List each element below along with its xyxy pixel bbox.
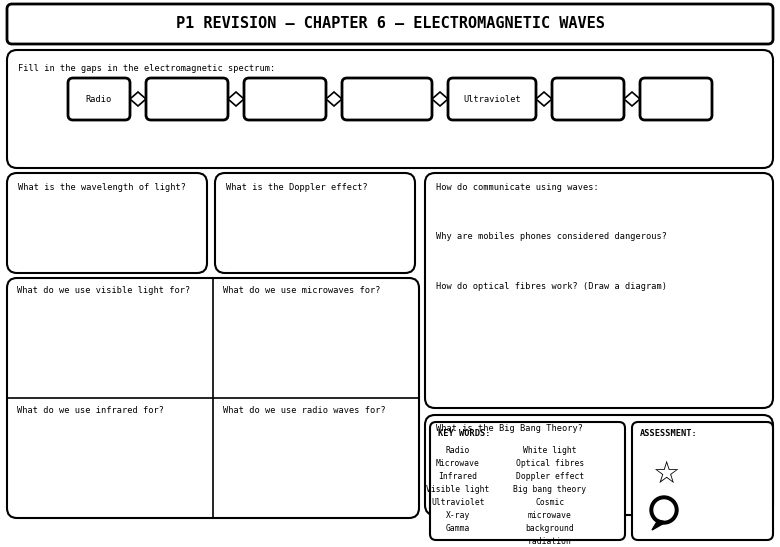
Text: Ultraviolet: Ultraviolet [431,498,485,507]
Polygon shape [652,520,666,530]
Circle shape [650,496,678,524]
Text: ASSESSMENT:: ASSESSMENT: [640,429,698,438]
Polygon shape [624,92,640,106]
FancyBboxPatch shape [68,78,130,120]
FancyBboxPatch shape [640,78,712,120]
FancyBboxPatch shape [7,50,773,168]
FancyBboxPatch shape [7,278,419,518]
Text: Optical fibres: Optical fibres [516,459,584,468]
Text: Microwave: Microwave [436,459,480,468]
Text: X-ray: X-ray [446,511,470,520]
Text: What is the Doppler effect?: What is the Doppler effect? [226,183,367,192]
Polygon shape [130,92,146,106]
FancyBboxPatch shape [632,422,773,540]
Text: Radio: Radio [446,446,470,455]
Text: What do we use microwaves for?: What do we use microwaves for? [223,286,381,295]
Text: What do we use radio waves for?: What do we use radio waves for? [223,406,386,415]
FancyBboxPatch shape [342,78,432,120]
Text: How do communicate using waves:: How do communicate using waves: [436,183,599,192]
Text: What is the Big Bang Theory?: What is the Big Bang Theory? [436,424,583,433]
FancyBboxPatch shape [244,78,326,120]
Text: Big bang theory: Big bang theory [513,485,587,494]
Text: Visible light: Visible light [427,485,490,494]
FancyBboxPatch shape [146,78,228,120]
Text: Radio: Radio [86,95,112,103]
FancyBboxPatch shape [552,78,624,120]
Circle shape [654,500,674,520]
FancyBboxPatch shape [425,415,773,515]
Text: background: background [526,524,574,533]
Text: Gamma: Gamma [446,524,470,533]
Text: Cosmic: Cosmic [535,498,565,507]
Text: Fill in the gaps in the electromagnetic spectrum:: Fill in the gaps in the electromagnetic … [18,64,275,73]
Text: What do we use visible light for?: What do we use visible light for? [17,286,190,295]
Text: Ultraviolet: Ultraviolet [463,95,521,103]
FancyBboxPatch shape [7,173,207,273]
FancyBboxPatch shape [425,173,773,408]
Text: microwave: microwave [528,511,572,520]
Text: Doppler effect: Doppler effect [516,472,584,481]
Text: Infrared: Infrared [438,472,477,481]
Text: P1 REVISION – CHAPTER 6 – ELECTROMAGNETIC WAVES: P1 REVISION – CHAPTER 6 – ELECTROMAGNETI… [176,16,604,32]
FancyBboxPatch shape [448,78,536,120]
Text: How do optical fibres work? (Draw a diagram): How do optical fibres work? (Draw a diag… [436,282,667,291]
FancyBboxPatch shape [215,173,415,273]
Text: radiation: radiation [528,537,572,546]
Text: What is the wavelength of light?: What is the wavelength of light? [18,183,186,192]
Polygon shape [326,92,342,106]
Text: KEY WORDS:: KEY WORDS: [438,429,491,438]
Polygon shape [536,92,552,106]
Text: Why are mobiles phones considered dangerous?: Why are mobiles phones considered danger… [436,232,667,241]
Polygon shape [432,92,448,106]
Text: White light: White light [523,446,577,455]
FancyBboxPatch shape [7,4,773,44]
Circle shape [656,502,672,518]
Text: What do we use infrared for?: What do we use infrared for? [17,406,164,415]
Polygon shape [228,92,244,106]
Text: ☆: ☆ [652,460,679,489]
FancyBboxPatch shape [430,422,625,540]
